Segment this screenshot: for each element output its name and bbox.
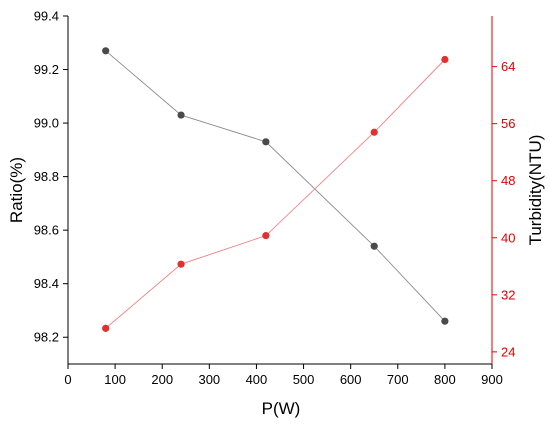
x-axis-ticks: 0 100 200 300 400 500 600 700 800 900 (64, 364, 503, 387)
data-point-left (262, 138, 270, 146)
x-tick-label: 700 (387, 372, 409, 387)
x-tick-label: 200 (151, 372, 173, 387)
y-tick-label: 99.2 (34, 62, 59, 77)
series-line-left (105, 50, 446, 322)
y-tick-label: 98.6 (34, 223, 59, 238)
x-tick-label: 500 (293, 372, 315, 387)
x-tick-label: 0 (64, 372, 71, 387)
y2-tick-label: 40 (501, 230, 515, 245)
y-tick-label: 99.4 (34, 9, 59, 24)
x-axis-title: P(W) (262, 399, 301, 418)
data-point-right (370, 128, 378, 136)
data-point-right (441, 55, 449, 64)
right-y-axis-title: Turbidity(NTU) (526, 135, 545, 246)
y2-tick-label: 32 (501, 287, 515, 302)
data-point-left (441, 317, 449, 325)
y-tick-label: 98.8 (34, 169, 59, 184)
y-tick-label: 98.4 (34, 276, 59, 291)
x-tick-label: 300 (198, 372, 220, 387)
plot-frame (67, 16, 493, 365)
data-point-left (370, 242, 378, 250)
data-point-left (102, 47, 110, 55)
series-line-right (105, 59, 446, 329)
y2-tick-label: 48 (501, 173, 515, 188)
y2-tick-label: 64 (501, 59, 515, 74)
data-point-right (262, 232, 270, 240)
left-y-axis-title: Ratio(%) (7, 157, 26, 223)
data-point-right (102, 324, 110, 332)
x-tick-label: 900 (481, 372, 503, 387)
y2-tick-label: 24 (501, 344, 515, 359)
data-point-left (177, 111, 185, 119)
left-y-axis-ticks: 98.2 98.4 98.6 98.8 99.0 99.2 99.4 (34, 9, 68, 345)
series-layer (102, 47, 449, 332)
y-tick-label: 99.0 (34, 116, 59, 131)
right-y-axis-ticks: 24 32 40 48 56 64 (492, 59, 515, 359)
x-tick-label: 100 (104, 372, 126, 387)
x-tick-label: 600 (340, 372, 362, 387)
data-point-right (177, 260, 185, 268)
x-tick-label: 400 (246, 372, 268, 387)
y-tick-label: 98.2 (34, 330, 59, 345)
y2-tick-label: 56 (501, 116, 515, 131)
x-tick-label: 800 (434, 372, 456, 387)
